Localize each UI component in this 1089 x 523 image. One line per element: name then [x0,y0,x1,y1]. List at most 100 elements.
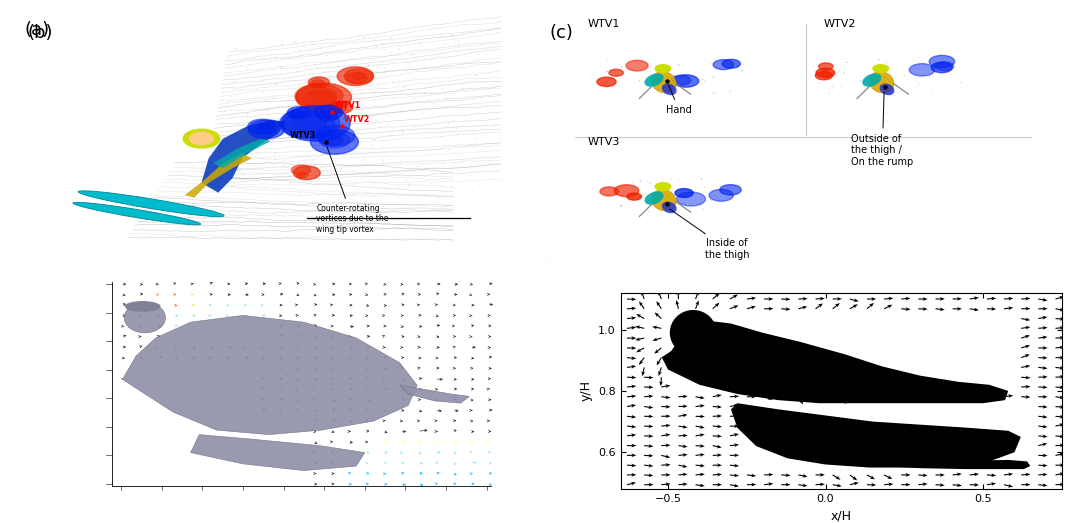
Point [255,89,272,97]
Circle shape [283,112,326,134]
Point [365,192,382,201]
Point [429,52,446,60]
Point [221,69,238,77]
Point [825,84,843,93]
Point [303,140,320,149]
Point [315,158,332,166]
Point [457,164,475,172]
Point [665,195,683,203]
Point [910,81,928,89]
Circle shape [257,125,268,130]
Point [425,150,442,158]
Ellipse shape [73,202,200,225]
Point [369,73,387,81]
Point [215,168,232,177]
Point [448,124,465,133]
Point [274,37,292,45]
Point [464,187,481,196]
Point [366,88,383,96]
Point [309,176,327,184]
Circle shape [656,183,671,190]
Circle shape [709,189,733,201]
Circle shape [614,185,639,197]
Point [722,87,739,96]
Point [383,58,401,66]
Point [314,151,331,160]
Point [638,60,656,69]
Point [390,44,407,53]
Point [304,134,321,142]
Point [276,162,293,170]
Point [264,137,281,145]
Circle shape [189,132,213,145]
Polygon shape [191,435,365,471]
Point [330,196,347,204]
Point [425,54,442,63]
Point [219,143,236,151]
Circle shape [819,63,833,70]
Point [388,116,405,124]
Point [465,130,482,138]
Point [294,162,311,170]
Point [295,119,313,127]
Circle shape [816,69,835,77]
Point [448,37,465,45]
Point [641,67,659,75]
Point [444,184,462,192]
Point [406,35,424,43]
Point [231,167,248,175]
Polygon shape [185,153,252,198]
Point [450,130,467,139]
Point [296,172,314,180]
Point [284,118,302,126]
Circle shape [292,112,298,116]
Point [320,123,338,131]
Circle shape [311,79,325,87]
Point [355,157,372,166]
Point [450,39,467,48]
Point [383,49,401,57]
Ellipse shape [124,302,166,333]
Point [221,166,238,175]
Point [463,111,480,119]
Point [342,195,359,203]
Point [839,58,856,66]
Point [461,141,478,149]
Point [350,51,367,59]
Point [695,204,712,213]
Point [337,110,354,119]
Point [705,73,722,81]
Circle shape [308,83,315,86]
Point [432,133,450,141]
Circle shape [328,137,341,144]
Point [357,190,375,199]
Point [380,112,397,120]
Point [382,132,400,141]
Point [352,65,369,74]
Point [435,84,452,93]
Point [314,136,331,144]
Circle shape [317,110,338,121]
Ellipse shape [662,201,676,213]
Point [247,87,265,95]
Point [326,111,343,119]
Point [613,202,631,210]
Point [363,85,380,94]
Point [303,40,320,49]
Point [382,155,400,164]
Point [399,157,416,166]
Circle shape [673,75,699,87]
Point [332,89,350,97]
Point [289,89,306,98]
Circle shape [248,120,284,139]
Point [267,81,284,89]
Point [436,40,453,49]
Point [713,55,731,64]
Point [333,87,351,95]
Point [395,83,413,92]
Point [216,107,233,115]
Point [245,54,262,62]
Point [390,182,407,190]
Point [291,189,308,198]
Point [244,139,261,147]
